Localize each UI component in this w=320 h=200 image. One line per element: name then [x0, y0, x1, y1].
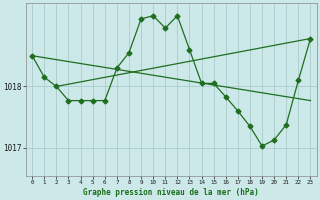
X-axis label: Graphe pression niveau de la mer (hPa): Graphe pression niveau de la mer (hPa)	[84, 188, 259, 197]
